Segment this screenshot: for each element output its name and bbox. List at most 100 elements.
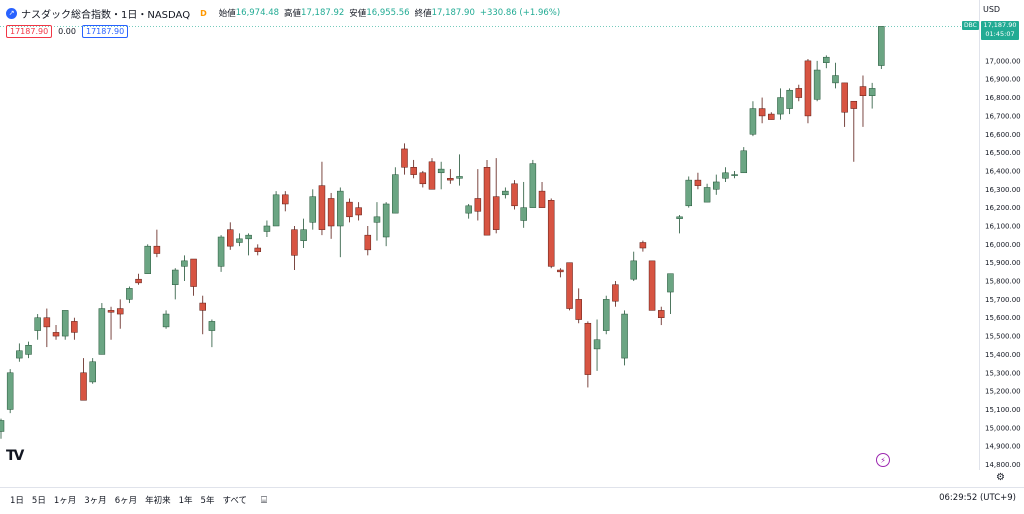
candle-body [437,168,445,174]
delay-badge[interactable]: D [200,8,207,18]
candle-body [722,172,729,179]
candle-body [71,321,78,333]
candle-body [162,313,170,328]
candle-body [410,167,417,175]
y-tick-label: 15,900.00 [985,259,1021,267]
candle-body [676,216,683,219]
buy-price-box[interactable]: 17187.90 [81,25,129,38]
timeframe-button[interactable]: 1年 [178,496,193,506]
y-tick-label: 16,000.00 [985,241,1021,249]
candle-body [648,260,656,311]
tradingview-logo-icon[interactable]: TV [6,448,24,464]
currency-button[interactable]: USD [983,5,1001,14]
candle-body [703,187,711,203]
candle-body [272,194,280,227]
y-tick-label: 16,300.00 [985,186,1021,194]
timeframe-button[interactable]: すべて [222,496,248,506]
high-label: 高値 [284,9,302,19]
spread-value: 0.00 [58,27,76,36]
y-tick-label: 16,600.00 [985,131,1021,139]
price-chart[interactable]: 14,800.00 14,900.00 15,000.00 15,100.00 15,2… [0,0,1024,470]
clock[interactable]: 06:29:52 (UTC+9) [939,493,1016,503]
candle-body [832,75,839,84]
timeframe-button[interactable]: 5日 [31,496,46,506]
y-tick-label: 17,000.00 [985,57,1021,65]
timeframe-button[interactable]: 1ヶ月 [53,496,77,506]
y-tick-label: 16,700.00 [985,112,1021,120]
candle-body [713,181,720,190]
candle-body [547,200,555,267]
calendar-range-icon[interactable]: ⌸ [261,494,268,506]
candle-body [364,234,372,251]
candle-body [823,56,830,63]
candle-body [236,238,243,243]
candle-body [34,317,41,331]
candle-body [254,247,262,252]
price-scale[interactable] [979,0,1024,470]
y-tick-label: 16,900.00 [985,76,1021,84]
candle-body [859,86,867,96]
sell-price-box[interactable]: 17187.90 [6,25,53,38]
candle-body [419,172,427,185]
change-value: +330.86 (+1.96%) [479,8,561,18]
timeframe-button[interactable]: 3ヶ月 [84,496,107,506]
gear-icon[interactable]: ⚙ [996,472,1005,483]
candle-body [868,88,876,96]
candle-body [135,278,142,284]
timeframe-button[interactable]: 年初来 [145,496,171,506]
y-tick-label: 14,800.00 [985,461,1021,469]
candle-body [593,339,601,350]
y-tick-label: 15,200.00 [985,388,1021,396]
nasdaq-logo-icon[interactable]: ↗ [6,7,17,19]
candle-body [171,269,179,285]
candle-body [520,207,527,221]
candle-body [566,262,573,309]
candle-body [777,97,784,115]
bottom-toolbar: 1日 5日 1ヶ月 3ヶ月 6ヶ月 年初来 1年 5年 すべて ⌸ 06:29:52 (UTC+… [0,487,1024,512]
candle-body [447,178,454,181]
y-tick-label: 15,600.00 [985,314,1021,322]
y-tick-label: 15,500.00 [985,333,1021,341]
candle-body [529,163,537,208]
candle-body [483,167,491,236]
timeframe-button[interactable]: 1日 [10,496,24,506]
y-tick-label: 15,100.00 [985,406,1021,414]
last-price-value: 17,187.90 [983,21,1017,29]
candle-body [25,344,32,355]
candle-body [639,242,647,249]
candle-body [630,260,637,280]
open-value: 16,974.48 [235,8,280,18]
lightning-icon[interactable]: ⚡ [876,453,890,467]
candle-body [492,196,500,230]
candle-body [538,190,546,208]
candle-body [740,150,748,174]
session-tag: DBC [962,21,979,30]
candle-body [43,317,51,328]
open-label: 始値 [218,9,236,19]
symbol-legend: ↗ ナスダック総合指数・1日・NASDAQ D 始値 16,974.48 高値 … [6,4,560,22]
candle-body [428,161,436,190]
candle-body [795,88,803,98]
last-price-tag: 17,187.90 01:45:07 [981,21,1019,40]
candle-body [318,185,326,230]
candle-body [282,194,289,205]
candle-body [98,308,106,355]
candle-body [841,82,848,113]
countdown-value: 01:45:07 [985,30,1015,38]
trade-price-boxes: 17187.90 0.00 17187.90 [6,25,129,38]
timeframe-button[interactable]: 5年 [200,496,215,506]
candle-body [813,69,821,100]
y-tick-label: 16,500.00 [985,149,1021,157]
low-value: 16,955.56 [366,8,410,18]
candle-body [511,183,518,207]
candle-body [502,190,509,196]
candle-body [768,113,775,120]
candle-body [392,174,399,214]
candle-body [465,205,472,214]
symbol-title[interactable]: ナスダック総合指数・1日・NASDAQ [21,9,191,21]
timeframe-list: 1日 5日 1ヶ月 3ヶ月 6ヶ月 年初来 1年 5年 すべて [0,494,247,506]
candle-body [804,60,812,117]
timeframe-button[interactable]: 6ヶ月 [114,496,138,506]
candle-body [355,207,362,216]
candle-body [786,89,793,109]
